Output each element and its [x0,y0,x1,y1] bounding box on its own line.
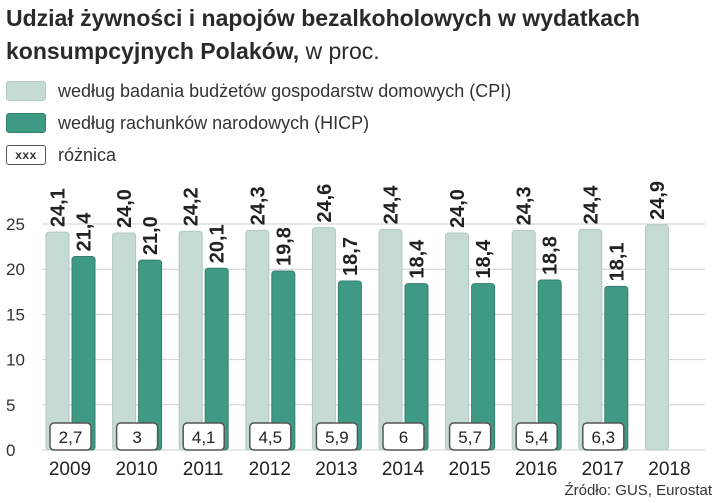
chart-title: Udział żywności i napojów bezalkoholowyc… [6,2,714,68]
diff-label-2015: 5,7 [458,428,482,447]
label-hicp-2016: 18,8 [540,236,562,275]
label-hicp-2010: 21,0 [140,216,162,255]
bar-hicp-2009 [71,256,96,451]
legend-item-hicp: według rachunków narodowych (HICP) [6,111,369,135]
label-cpi-2012: 24,3 [247,186,269,225]
bar-cpi-2011 [178,230,203,451]
bar-cpi-2012 [245,229,270,451]
diff-label-2009: 2,7 [59,428,83,447]
diff-box-2016 [515,422,558,451]
legend-swatch-cpi [6,81,46,101]
diff-label-2016: 5,4 [525,428,549,447]
label-cpi-2010: 24,0 [114,189,136,228]
diff-box-2013 [315,422,359,451]
label-hicp-2015: 18,4 [473,239,495,279]
diff-box-2010 [115,422,159,451]
bar-cpi-2010 [112,232,137,451]
chart-title-main: Udział żywności i napojów bezalkoholowyc… [6,5,640,64]
diff-box-2012 [249,422,292,451]
legend-label-diff: różnica [58,144,117,165]
label-hicp-2013: 18,7 [340,237,362,276]
diff-box-2011 [182,422,225,451]
bar-cpi-2017 [578,228,603,451]
label-hicp-2014: 18,4 [407,239,429,279]
x-tick-label-2015: 2015 [448,459,490,480]
y-tick-label-0: 0 [6,441,15,460]
label-hicp-2011: 20,1 [207,224,229,263]
chart-title-unit: w proc. [305,38,380,64]
bar-cpi-2015 [445,232,470,451]
y-tick-label-5: 5 [6,396,15,415]
diff-label-2013: 5,9 [325,428,349,447]
legend-label-cpi: według badania budżetów gospodarstw domo… [58,80,512,101]
diff-box-2015 [448,422,492,451]
bar-cpi-2018 [644,224,669,451]
y-tick-label-10: 10 [6,351,25,370]
label-hicp-2017: 18,1 [606,242,628,281]
label-cpi-2013: 24,6 [314,184,336,223]
y-tick-label-20: 20 [6,260,25,279]
label-cpi-2015: 24,0 [447,189,469,228]
label-hicp-2012: 19,8 [273,227,295,266]
legend-swatch-hicp [6,113,46,133]
bar-hicp-2010 [138,259,163,451]
label-cpi-2018: 24,9 [647,181,669,220]
diff-label-2014: 6 [399,428,408,447]
x-tick-label-2018: 2018 [648,459,690,480]
label-cpi-2016: 24,3 [514,186,536,225]
bar-cpi-2009 [45,231,70,451]
label-hicp-2009: 21,4 [74,212,96,252]
bar-cpi-2016 [511,229,536,451]
bar-cpi-2013 [311,227,336,451]
x-tick-label-2009: 2009 [49,459,91,480]
diff-label-2011: 4,1 [192,428,216,447]
diff-box-2017 [582,422,625,451]
diff-label-2010: 3 [132,428,141,447]
diff-label-2017: 6,3 [591,428,615,447]
x-tick-label-2010: 2010 [115,459,157,480]
x-tick-label-2012: 2012 [249,459,291,480]
x-tick-label-2014: 2014 [382,459,425,480]
legend-item-diff: xxx różnica [6,143,116,167]
label-cpi-2009: 24,1 [48,188,70,227]
diff-box-2009 [49,422,92,451]
bar-cpi-2014 [378,228,403,451]
label-cpi-2011: 24,2 [181,187,203,226]
source-note: Źródło: GUS, Eurostat [564,482,712,499]
diff-box-2014 [382,422,425,451]
label-cpi-2017: 24,4 [580,185,602,225]
diff-label-2012: 4,5 [258,428,282,447]
legend-label-hicp: według rachunków narodowych (HICP) [58,112,370,133]
x-tick-label-2017: 2017 [582,459,624,480]
x-tick-label-2011: 2011 [183,459,224,480]
x-tick-label-2016: 2016 [515,459,557,480]
label-cpi-2014: 24,4 [381,185,403,225]
y-tick-label-15: 15 [6,305,25,324]
y-tick-label-25: 25 [6,215,25,234]
legend-item-cpi: według badania budżetów gospodarstw domo… [6,79,511,103]
x-tick-label-2013: 2013 [315,459,357,480]
legend-swatch-diff: xxx [6,145,46,165]
